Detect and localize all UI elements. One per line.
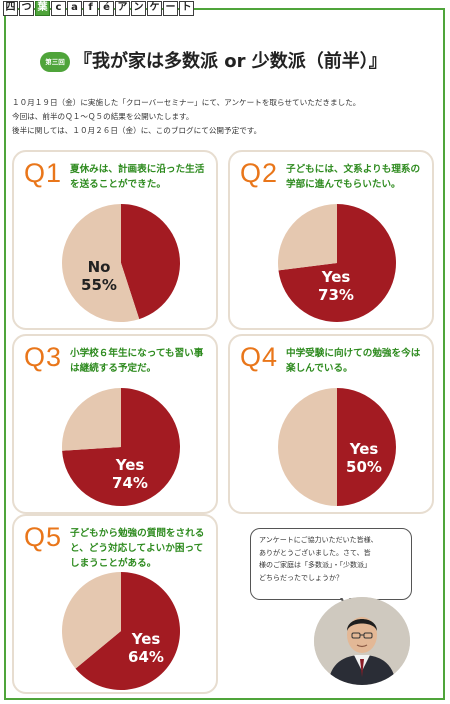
bubble-line: どちらだったでしょうか？ xyxy=(259,573,343,582)
pie-chart-q4 xyxy=(278,388,396,506)
tab-char: 四 xyxy=(3,1,18,16)
pie-slice-yes xyxy=(75,572,180,690)
tab-char: a xyxy=(67,1,82,16)
pie-slice-yes xyxy=(62,388,180,506)
pie-label-percent: 73% xyxy=(318,286,354,304)
outer-frame xyxy=(4,8,445,700)
pie-label-q3: Yes 74% xyxy=(102,456,158,492)
question-text: 夏休みは、計画表に沿った生活を送ることができた。 xyxy=(70,164,205,190)
pie-label-word: Yes xyxy=(321,268,351,286)
pie-label-word: Yes xyxy=(115,456,145,474)
question-card-q1: Q1 夏休みは、計画表に沿った生活を送ることができた。 No 55% xyxy=(12,150,218,330)
question-number: Q1 xyxy=(24,158,63,188)
question-number: Q4 xyxy=(240,342,279,372)
pie-chart-q3 xyxy=(62,388,180,506)
question-card-q3: Q3 小学校６年生になっても習い事は継続する予定だ。 Yes 74% xyxy=(12,334,218,514)
pie-label-q4: Yes 50% xyxy=(336,440,392,476)
pie-label-percent: 64% xyxy=(128,648,164,666)
pie-label-percent: 74% xyxy=(112,474,148,492)
header-tab: 四 つ 葉 c a f é ア ン ケ ー ト xyxy=(3,1,194,16)
pie-slice-yes xyxy=(278,204,396,322)
pie-label-q2: Yes 73% xyxy=(308,268,364,304)
speech-bubble: アンケートにご協力いただいた皆様、 ありがとうございました。さて、皆 様のご家庭… xyxy=(250,528,412,600)
pie-slice-no xyxy=(62,572,121,669)
question-text: 小学校６年生になっても習い事は継続する予定だ。 xyxy=(70,348,204,374)
question-number: Q5 xyxy=(24,522,63,552)
question-card-q2: Q2 子どもには、文系よりも理系の学部に進んでもらいたい。 Yes 73% xyxy=(228,150,434,330)
intro-line: １０月１９日（金）に実施した「クローバーセミナー」にて、アンケートを取らせていた… xyxy=(12,98,361,107)
pie-slice-no xyxy=(278,204,337,271)
pie-slice-yes xyxy=(121,204,180,320)
pie-label-percent: 55% xyxy=(81,276,117,294)
bubble-line: アンケートにご協力いただいた皆様、 xyxy=(259,536,378,544)
pie-slice-no xyxy=(61,204,140,322)
intro-line: 今回は、前半のＱ１～Ｑ５の結果を公開いたします。 xyxy=(12,112,194,121)
bubble-line: 様のご家庭は「多数派」・「少数派」 xyxy=(259,561,371,569)
tab-char: ー xyxy=(163,1,178,16)
tab-char: c xyxy=(51,1,66,16)
tab-char: つ xyxy=(19,1,34,16)
intro-text: １０月１９日（金）に実施した「クローバーセミナー」にて、アンケートを取らせていた… xyxy=(12,96,442,138)
question-number: Q3 xyxy=(24,342,63,372)
pie-label-q1: No 55% xyxy=(74,258,124,294)
pie-slice-no xyxy=(278,388,337,506)
question-text: 中学受験に向けての勉強を今は楽しんでいる。 xyxy=(286,348,421,374)
pie-label-percent: 50% xyxy=(346,458,382,476)
pie-chart-q1 xyxy=(61,204,180,322)
tab-char: ア xyxy=(115,1,130,16)
pie-label-word: Yes xyxy=(131,630,161,648)
intro-line: 後半に関しては、１０月２６日（金）に、このブログにて公開予定です。 xyxy=(12,126,262,135)
question-card-q5: Q5 子どもから勉強の質問をされると、どう対応してよいか困ってしまうことがある。… xyxy=(12,514,218,694)
tab-char: 葉 xyxy=(35,1,50,16)
pie-chart-q5 xyxy=(62,572,180,690)
pie-slice-yes xyxy=(337,388,396,506)
presenter-photo xyxy=(314,597,410,685)
pie-label-word: Yes xyxy=(349,440,379,458)
question-text: 子どもから勉強の質問をされると、どう対応してよいか困ってしまうことがある。 xyxy=(70,528,205,569)
tab-char: é xyxy=(99,1,114,16)
tab-char: ケ xyxy=(147,1,162,16)
pie-slice-no xyxy=(62,388,121,451)
page-title: 『我が家は多数派 or 少数派（前半）』 xyxy=(74,51,387,72)
presenter-figure xyxy=(314,597,410,685)
episode-badge: 第三回 xyxy=(40,52,70,72)
bubble-line: ありがとうございました。さて、皆 xyxy=(259,548,371,557)
tab-char: ン xyxy=(131,1,146,16)
pie-chart-q2 xyxy=(278,204,396,322)
pie-label-q5: Yes 64% xyxy=(118,630,174,666)
question-card-q4: Q4 中学受験に向けての勉強を今は楽しんでいる。 Yes 50% xyxy=(228,334,434,514)
pie-label-word: No xyxy=(87,258,111,276)
tab-char: ト xyxy=(179,1,194,16)
question-text: 子どもには、文系よりも理系の学部に進んでもらいたい。 xyxy=(286,164,421,190)
question-number: Q2 xyxy=(240,158,279,188)
tab-char: f xyxy=(83,1,98,16)
